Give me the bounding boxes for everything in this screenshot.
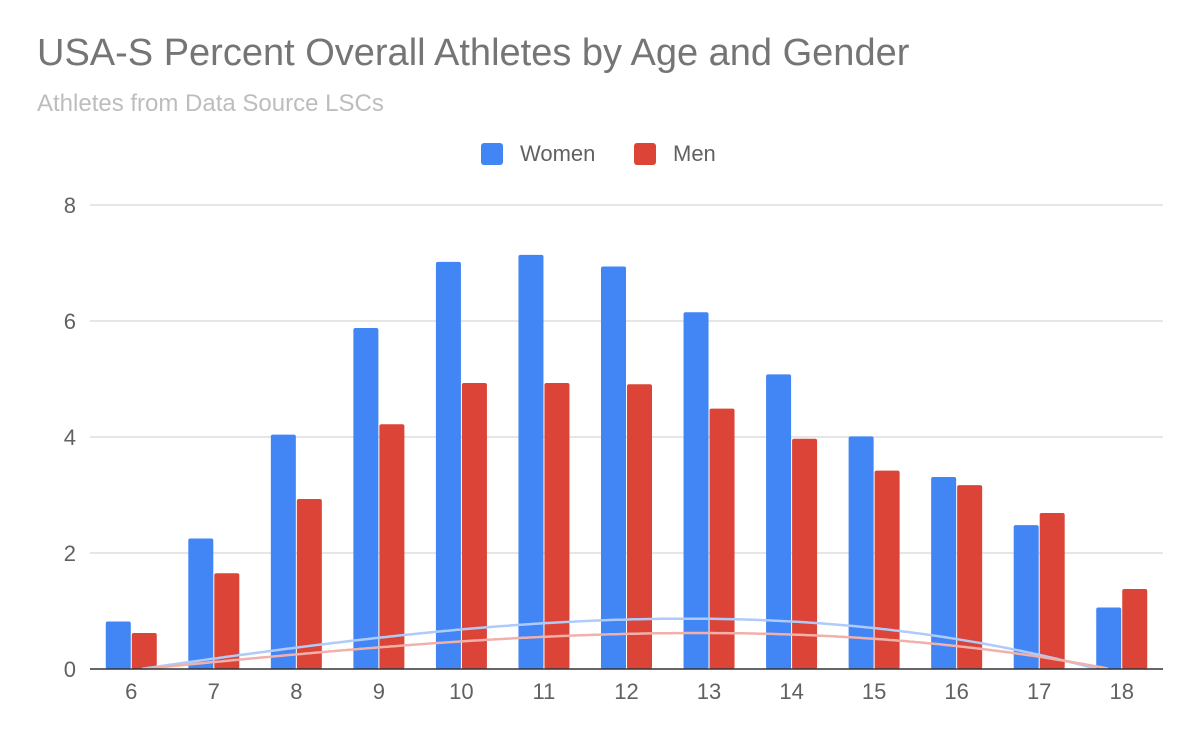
y-tick-label: 0	[64, 657, 76, 682]
x-tick-label: 10	[449, 679, 473, 704]
y-tick-label: 6	[64, 309, 76, 334]
chart-title: USA-S Percent Overall Athletes by Age an…	[37, 32, 910, 74]
x-tick-label: 18	[1109, 679, 1133, 704]
x-tick-label: 14	[779, 679, 803, 704]
gridlines	[90, 204, 1163, 554]
bar-women-age-11[interactable]	[518, 254, 544, 669]
bar-men-age-9[interactable]	[379, 424, 405, 669]
chart-subtitle: Athletes from Data Source LSCs	[37, 90, 384, 117]
bar-men-age-7[interactable]	[214, 573, 240, 669]
x-tick-label: 12	[614, 679, 638, 704]
legend-swatch-women	[481, 143, 503, 165]
bar-women-age-12[interactable]	[601, 266, 626, 669]
bar-men-age-12[interactable]	[627, 384, 652, 669]
y-tick-label: 8	[64, 193, 76, 218]
x-tick-label: 13	[697, 679, 721, 704]
legend: Women Men	[0, 141, 1200, 171]
bar-men-age-11[interactable]	[544, 383, 570, 669]
legend-item-women[interactable]: Women	[481, 141, 595, 167]
trendline-women	[141, 617, 1097, 671]
legend-item-men[interactable]: Men	[634, 141, 716, 167]
bar-men-age-18[interactable]	[1122, 588, 1148, 669]
x-tick-label: 6	[125, 679, 137, 704]
y-tick-label: 2	[64, 541, 76, 566]
bar-men-age-17[interactable]	[1039, 512, 1065, 669]
bar-women-age-6[interactable]	[105, 621, 131, 669]
bar-men-age-15[interactable]	[874, 470, 900, 669]
bar-women-age-17[interactable]	[1013, 525, 1039, 669]
bar-men-age-6[interactable]	[131, 633, 157, 669]
bar-men-age-14[interactable]	[792, 438, 818, 669]
x-tick-label: 7	[208, 679, 220, 704]
bar-women-age-9[interactable]	[353, 327, 379, 669]
bar-women-age-8[interactable]	[270, 434, 296, 669]
bar-women-age-16[interactable]	[931, 477, 957, 669]
bar-men-age-10[interactable]	[461, 383, 487, 669]
bar-women-age-7[interactable]	[188, 538, 214, 670]
x-tick-label: 8	[290, 679, 302, 704]
bar-women-age-10[interactable]	[435, 261, 461, 669]
bar-men-age-13[interactable]	[709, 408, 735, 669]
bar-men-age-8[interactable]	[296, 499, 322, 669]
x-tick-label: 9	[373, 679, 385, 704]
bar-women-age-15[interactable]	[848, 436, 874, 669]
y-tick-label: 4	[64, 425, 76, 450]
trendlines	[141, 617, 1109, 671]
x-axis-ticks: 6 7 8 9 10 11 12 13 14 15 16 17 18	[125, 679, 1134, 704]
x-tick-label: 17	[1027, 679, 1051, 704]
bar-women-age-14[interactable]	[766, 374, 792, 669]
trendline-men	[144, 631, 1109, 670]
y-axis-ticks: 0 2 4 6 8	[64, 193, 76, 682]
x-tick-label: 15	[862, 679, 886, 704]
legend-label-men: Men	[673, 141, 716, 166]
x-tick-label: 11	[533, 679, 556, 704]
legend-swatch-men	[634, 143, 656, 165]
x-tick-label: 16	[944, 679, 968, 704]
bar-men-age-16[interactable]	[957, 485, 983, 669]
bars	[105, 254, 1148, 670]
bar-women-age-18[interactable]	[1096, 607, 1122, 669]
legend-label-women: Women	[520, 141, 596, 166]
bar-women-age-13[interactable]	[683, 312, 709, 669]
